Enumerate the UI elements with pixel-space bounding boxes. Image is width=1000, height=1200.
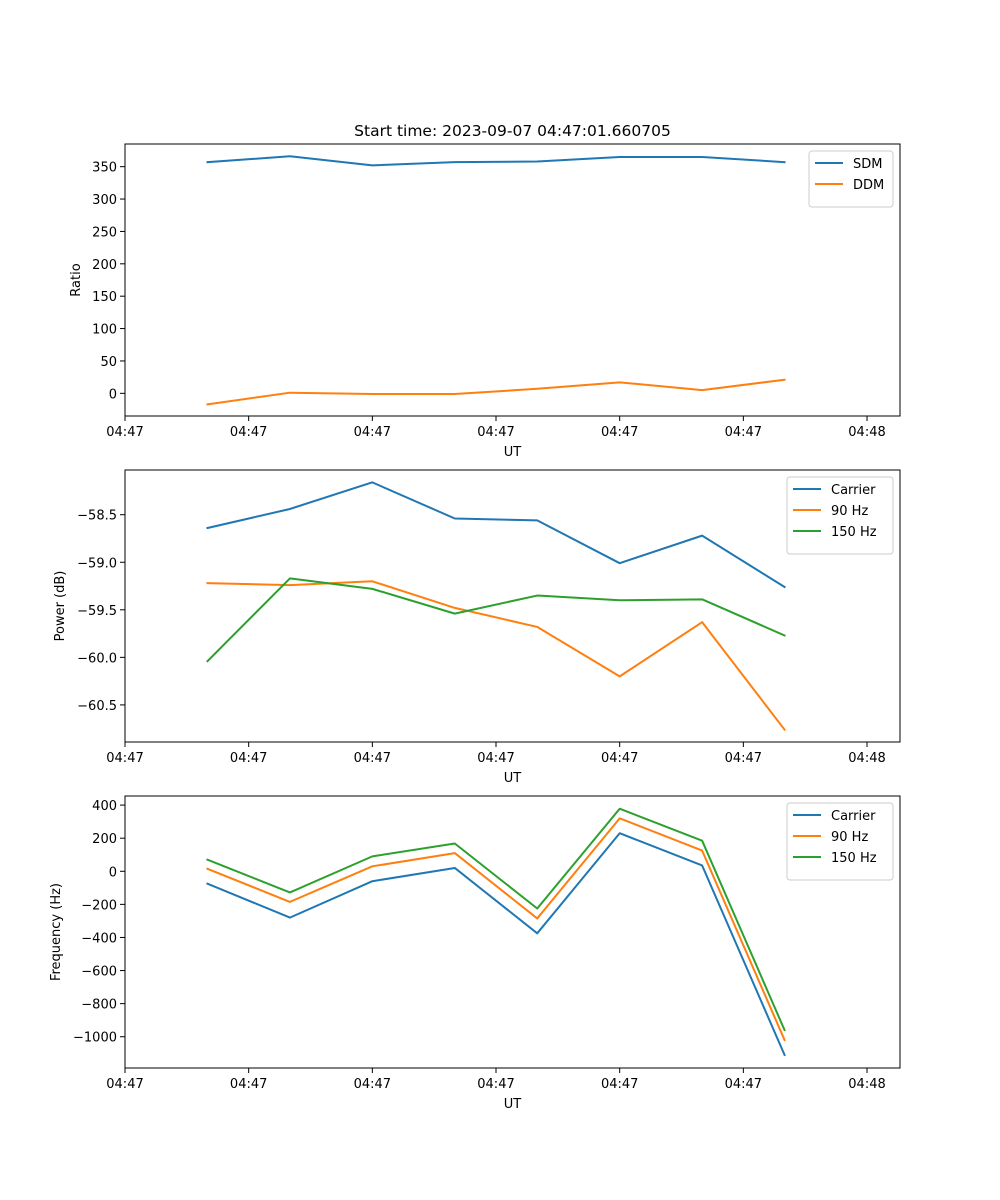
- y-tick-label: −60.0: [77, 651, 117, 666]
- y-tick-label: 50: [100, 355, 117, 370]
- x-tick-label: 04:47: [106, 425, 143, 440]
- y-tick-label: 350: [92, 161, 117, 176]
- x-tick-label: 04:47: [601, 425, 638, 440]
- x-axis-label: UT: [504, 771, 522, 786]
- x-tick-label: 04:47: [477, 751, 514, 766]
- y-tick-label: 400: [92, 799, 117, 814]
- y-tick-label: −58.5: [77, 509, 117, 524]
- series-line-carrier: [206, 832, 786, 1057]
- x-tick-label: 04:47: [477, 1077, 514, 1092]
- legend-box: [808, 150, 894, 208]
- x-axis-label: UT: [504, 445, 522, 460]
- legend-label-90-hz: 90 Hz: [831, 830, 868, 845]
- series-line-ddm: [206, 378, 786, 406]
- x-tick-label: 04:48: [848, 751, 885, 766]
- y-tick-label: −59.5: [77, 604, 117, 619]
- y-tick-label: −1000: [73, 1031, 117, 1046]
- y-axis-label: Power (dB): [53, 571, 68, 642]
- legend-label-90-hz: 90 Hz: [831, 504, 868, 519]
- series-line-90-hz: [206, 817, 786, 1042]
- y-tick-label: −200: [81, 898, 117, 913]
- y-tick-label: −59.0: [77, 556, 117, 571]
- legend-label-sdm: SDM: [853, 157, 882, 172]
- y-tick-label: 0: [109, 865, 117, 880]
- x-tick-label: 04:47: [230, 425, 267, 440]
- legend: Carrier 90 Hz 150 Hz: [786, 476, 894, 555]
- y-axis-label: Ratio: [69, 263, 84, 296]
- legend: Carrier 90 Hz 150 Hz: [786, 802, 894, 881]
- y-tick-label: 200: [92, 258, 117, 273]
- plot-frame: [124, 469, 901, 743]
- series-line-150-hz: [206, 807, 786, 1032]
- chart-panel-3: 04:47 04:47 04:47 04:47 04:47 04:47 04:48 −1000…: [49, 795, 901, 1112]
- series-line-sdm: [206, 155, 786, 167]
- x-tick-label: 04:47: [230, 1077, 267, 1092]
- legend: SDM DDM: [808, 150, 894, 208]
- legend-label-150-hz: 150 Hz: [831, 525, 877, 540]
- x-tick-label: 04:47: [354, 425, 391, 440]
- x-tick-label: 04:48: [848, 425, 885, 440]
- x-tick-label: 04:47: [354, 751, 391, 766]
- y-tick-label: 100: [92, 323, 117, 338]
- x-tick-label: 04:47: [354, 1077, 391, 1092]
- y-tick-label: −600: [81, 965, 117, 980]
- x-tick-label: 04:47: [725, 425, 762, 440]
- y-tick-label: −400: [81, 931, 117, 946]
- legend-box: [786, 802, 894, 881]
- legend-label-carrier: Carrier: [831, 809, 876, 824]
- plot-frame: [124, 795, 901, 1069]
- y-tick-label: −800: [81, 998, 117, 1013]
- legend-label-150-hz: 150 Hz: [831, 851, 877, 866]
- series-line-carrier: [206, 481, 786, 589]
- x-tick-label: 04:47: [725, 1077, 762, 1092]
- x-axis-label: UT: [504, 1097, 522, 1112]
- y-tick-label: 300: [92, 193, 117, 208]
- y-tick-label: 200: [92, 832, 117, 847]
- plot-frame: [124, 143, 901, 417]
- series-line-150-hz: [206, 577, 786, 663]
- chart-panel-2: 04:47 04:47 04:47 04:47 04:47 04:47 04:48 −60.5…: [53, 469, 901, 786]
- x-tick-label: 04:47: [106, 1077, 143, 1092]
- legend-label-carrier: Carrier: [831, 483, 876, 498]
- series-line-90-hz: [206, 580, 786, 732]
- y-tick-label: 250: [92, 225, 117, 240]
- legend-box: [786, 476, 894, 555]
- chart-title: Start time: 2023-09-07 04:47:01.660705: [354, 122, 671, 140]
- y-axis-label: Frequency (Hz): [49, 883, 64, 981]
- x-tick-label: 04:48: [848, 1077, 885, 1092]
- x-tick-label: 04:47: [477, 425, 514, 440]
- chart-panel-1: 04:47 04:47 04:47 04:47 04:47 04:47 04:48 0 50 10…: [69, 122, 901, 460]
- x-tick-label: 04:47: [725, 751, 762, 766]
- y-tick-label: −60.5: [77, 699, 117, 714]
- x-tick-label: 04:47: [106, 751, 143, 766]
- legend-label-ddm: DDM: [853, 178, 884, 193]
- y-tick-label: 150: [92, 290, 117, 305]
- y-tick-label: 0: [109, 387, 117, 402]
- x-tick-label: 04:47: [601, 751, 638, 766]
- x-tick-label: 04:47: [601, 1077, 638, 1092]
- x-tick-label: 04:47: [230, 751, 267, 766]
